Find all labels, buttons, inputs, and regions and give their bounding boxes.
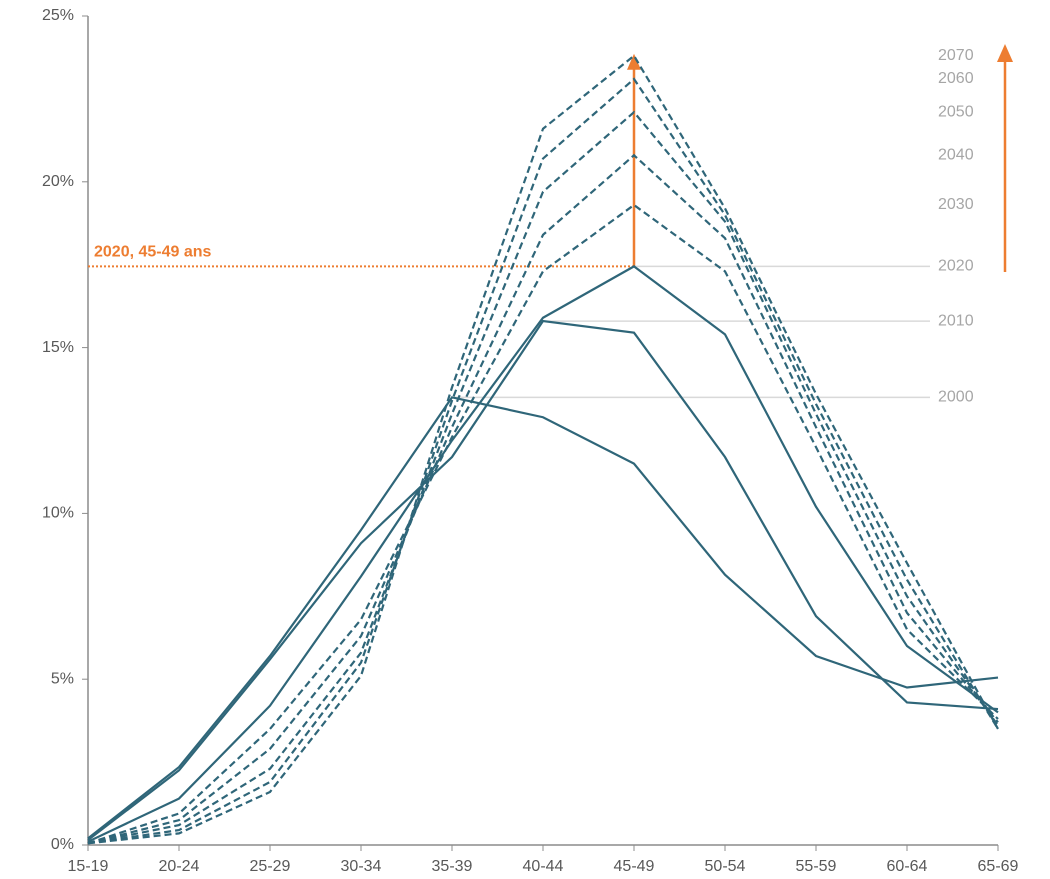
legend-label: 2000 [938,389,974,406]
x-tick-label: 65-69 [978,858,1019,875]
y-tick-label: 15% [42,339,74,356]
x-tick-label: 35-39 [432,858,473,875]
legend-label: 2060 [938,70,974,87]
legend-label: 2010 [938,312,974,329]
series-line [87,203,999,845]
series-line [87,319,999,841]
series-line [87,265,999,843]
x-tick-label: 40-44 [523,858,564,875]
arrow-head [997,44,1013,62]
x-tick-label: 50-54 [705,858,746,875]
x-tick-label: 60-64 [887,858,928,875]
series-line [87,396,999,840]
legend-label: 2070 [938,47,974,64]
x-tick-label: 15-19 [68,858,109,875]
series-line [87,110,999,845]
y-tick-label: 20% [42,173,74,190]
x-tick-label: 20-24 [159,858,200,875]
legend-label: 2030 [938,196,974,213]
x-tick-label: 25-29 [250,858,291,875]
y-tick-label: 10% [42,505,74,522]
series-line [87,54,999,845]
x-tick-label: 45-49 [614,858,655,875]
legend-label: 2050 [938,103,974,120]
legend-label: 2040 [938,146,974,163]
x-tick-label: 30-34 [341,858,382,875]
y-tick-label: 25% [42,7,74,24]
y-tick-label: 0% [51,836,74,853]
arrow-head [627,53,641,70]
annotation-text: 2020, 45-49 ans [94,244,212,261]
x-tick-label: 55-59 [796,858,837,875]
series-line [87,77,999,845]
y-tick-label: 5% [51,670,74,687]
legend-label: 2020 [938,258,974,275]
series-line [87,153,999,845]
